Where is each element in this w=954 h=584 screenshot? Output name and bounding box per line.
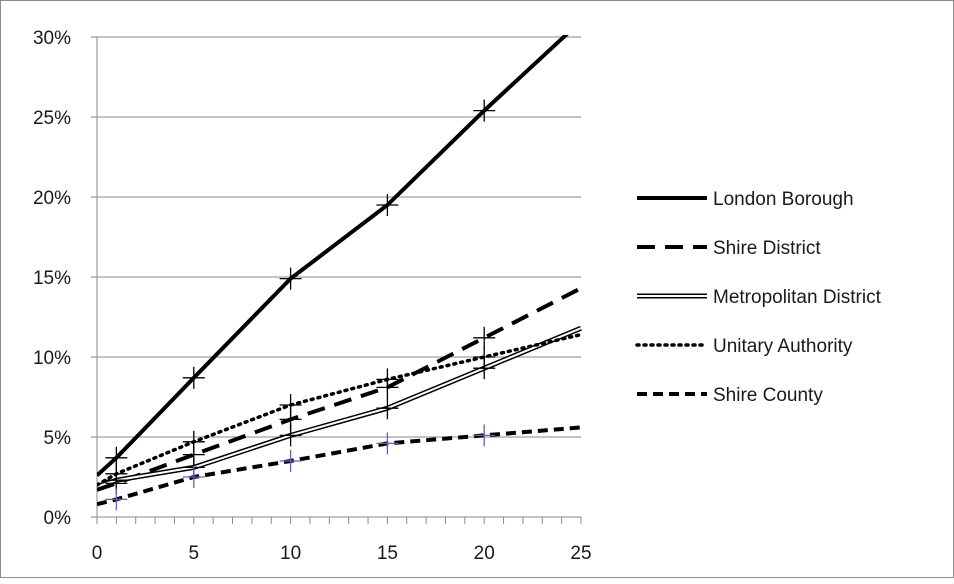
legend-label: Unitary Authority [713, 336, 853, 357]
marker-unitary-authority [182, 430, 205, 453]
legend-item-shire-district: Shire District [637, 238, 821, 259]
marker-london-borough [182, 366, 205, 389]
marker-shire-district [473, 326, 496, 349]
x-tick-label: 0 [92, 543, 103, 564]
series-line-shire-district [97, 286, 582, 492]
x-tick-label: 25 [570, 543, 591, 564]
marker-shire-county [182, 466, 205, 488]
series-markers [105, 99, 496, 511]
legend-label: Shire County [713, 385, 823, 406]
legend-item-metropolitan-district: Metropolitan District [637, 287, 882, 308]
legend-label: Metropolitan District [713, 287, 882, 308]
x-axis-tick-labels: 0 5 10 15 20 25 [92, 543, 592, 564]
x-tick-label: 15 [377, 543, 398, 564]
y-tick-label: 5% [44, 428, 72, 449]
marker-shire-county [376, 432, 399, 455]
legend-label: Shire District [713, 238, 821, 259]
marker-london-borough [279, 267, 302, 290]
marker-london-borough [376, 194, 399, 216]
x-tick-label: 10 [280, 543, 301, 564]
x-tick-label: 20 [474, 543, 495, 564]
marker-unitary-authority [376, 368, 399, 391]
marker-unitary-authority [279, 394, 302, 416]
marker-london-borough [473, 99, 496, 122]
x-tick-label: 5 [189, 543, 200, 564]
y-tick-label: 15% [33, 268, 71, 289]
marker-shire-county [279, 450, 302, 472]
y-tick-label: 25% [33, 108, 71, 129]
marker-shire-county [105, 488, 128, 511]
y-tick-label: 30% [33, 28, 71, 49]
marker-unitary-authority [473, 346, 496, 368]
y-tick-label: 20% [33, 188, 71, 209]
y-tick-label: 10% [33, 348, 71, 369]
legend-item-shire-county: Shire County [637, 385, 823, 406]
legend-label: London Borough [713, 189, 854, 210]
y-tick-label: 0% [44, 508, 72, 529]
marker-unitary-authority [105, 462, 128, 485]
series-line-shire-county [97, 425, 582, 507]
legend-item-london-borough: London Borough [637, 189, 854, 210]
marker-metropolitan-district [279, 424, 302, 447]
y-axis-tick-labels: 0% 5% 10% 15% 20% 25% 30% [33, 28, 71, 529]
series-lines [97, 35, 583, 507]
marker-shire-county [473, 424, 496, 447]
series-line-london-borough [97, 35, 569, 477]
axes [91, 36, 582, 524]
legend: London Borough Shire District Metropolitan… [635, 189, 882, 406]
legend-item-unitary-authority: Unitary Authority [635, 336, 853, 357]
marker-metropolitan-district [376, 397, 399, 420]
gridlines [97, 36, 581, 438]
